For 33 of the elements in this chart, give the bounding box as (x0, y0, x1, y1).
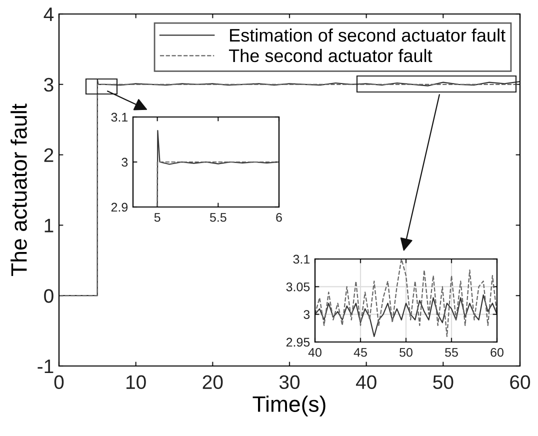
x-tick-label: 60 (510, 375, 530, 390)
legend-label: The second actuator fault (228, 48, 432, 62)
y-tick-label: 3 (122, 158, 128, 167)
x-tick-label: 5 (154, 213, 160, 222)
x-tick-label: 40 (308, 348, 322, 357)
x-tick-label: 40 (356, 375, 376, 390)
y-tick-label: -1 (38, 360, 54, 374)
x-tick-label: 30 (279, 375, 300, 390)
x-tick-label: 0 (54, 375, 64, 390)
x-axis-title: Time(s) (252, 396, 326, 416)
x-tick-label: 60 (490, 348, 504, 357)
x-tick-label: 50 (433, 375, 454, 390)
y-tick-label: 3.1 (293, 254, 310, 264)
line-series (315, 294, 497, 338)
x-tick-label: 45 (354, 348, 367, 357)
y-tick-label: 4 (44, 8, 54, 22)
y-tick-label: 3.05 (286, 282, 310, 292)
y-tick-label: 3 (304, 310, 310, 319)
y-tick-label: 1 (44, 218, 54, 232)
x-tick-label: 10 (126, 375, 146, 390)
y-tick-label: 2 (44, 148, 54, 162)
y-tick-label: 3 (44, 78, 54, 92)
x-tick-label: 6 (276, 212, 282, 222)
y-tick-label: 3.1 (111, 112, 128, 122)
x-tick-label: 5.5 (210, 213, 226, 222)
x-tick-label: 50 (400, 348, 412, 357)
x-tick-label: 55 (445, 348, 458, 357)
y-tick-label: 2.95 (286, 338, 310, 347)
y-axis-title: The actuator fault (10, 104, 27, 276)
y-tick-label: 0 (44, 289, 54, 303)
y-tick-label: 2.9 (111, 202, 128, 212)
legend-label: Estimation of second actuator fault (230, 28, 506, 42)
x-tick-label: 20 (202, 375, 223, 390)
